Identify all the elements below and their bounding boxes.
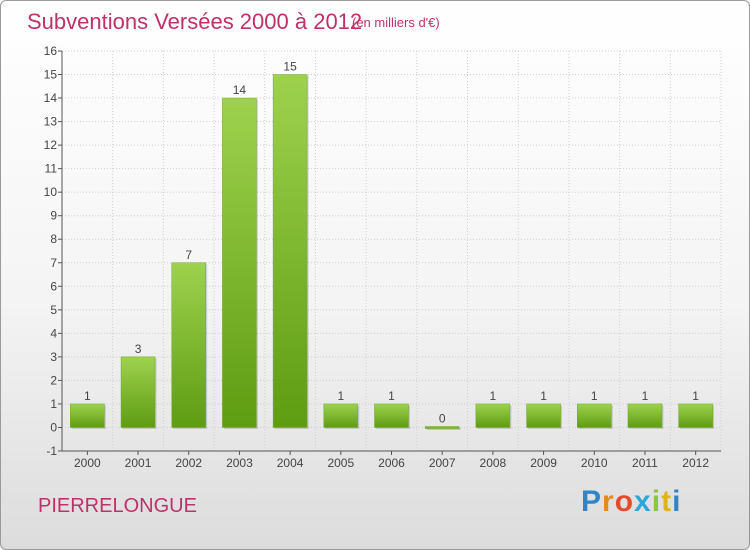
x-tick-label: 2009	[530, 456, 557, 470]
bar	[222, 97, 257, 428]
y-tick-label: 16	[44, 44, 58, 58]
bar	[627, 403, 663, 428]
y-tick-label: 0	[50, 420, 57, 434]
bar	[272, 74, 308, 428]
y-tick-label: 6	[50, 279, 57, 293]
bar-value-label: 3	[135, 342, 142, 356]
x-tick-label: 2008	[480, 456, 507, 470]
bar-value-label: 1	[642, 389, 649, 403]
x-tick-label: 2010	[581, 456, 608, 470]
bar	[678, 403, 713, 428]
logo-letter: i	[672, 485, 682, 518]
y-tick-label: -1	[46, 444, 57, 458]
x-tick-label: 2006	[378, 456, 405, 470]
bar	[171, 262, 206, 428]
bar	[577, 403, 612, 428]
bar-value-label: 7	[185, 248, 192, 262]
x-tick-label: 2012	[682, 456, 709, 470]
logo-letter: o	[614, 485, 635, 518]
y-tick-label: 1	[50, 397, 57, 411]
bar-value-label: 1	[84, 389, 91, 403]
y-tick-label: 11	[45, 162, 58, 176]
logo-letter: x	[634, 485, 652, 518]
y-tick-label: 5	[50, 303, 57, 317]
x-tick-label: 2003	[226, 456, 253, 470]
bar	[374, 403, 409, 428]
y-tick-label: 8	[50, 232, 57, 246]
logo-letter: t	[661, 485, 673, 518]
chart-title: Subventions Versées 2000 à 2012	[27, 9, 363, 34]
commune-name: PIERRELONGUE	[38, 495, 197, 517]
x-tick-label: 2007	[429, 456, 456, 470]
bar-value-label: 15	[283, 60, 297, 74]
y-tick-label: 3	[50, 350, 57, 364]
logo-letter: P	[581, 485, 603, 518]
logo-letter: r	[602, 485, 615, 518]
bar-value-label: 1	[692, 389, 699, 403]
bars-layer	[70, 74, 715, 430]
bar	[424, 426, 460, 429]
x-tick-label: 2004	[277, 456, 304, 470]
bar	[475, 403, 511, 428]
bar	[323, 403, 359, 428]
y-tick-label: 4	[50, 326, 57, 340]
x-tick-label: 2002	[175, 456, 202, 470]
x-tick-label: 2001	[125, 456, 152, 470]
unit-note: (en milliers d'€)	[352, 15, 440, 30]
x-tick-label: 2000	[74, 456, 101, 470]
bar-value-label: 1	[388, 389, 395, 403]
y-tick-label: 7	[50, 256, 57, 270]
y-tick-label: 10	[44, 185, 58, 199]
y-tick-label: 15	[44, 68, 58, 82]
logo-letter: i	[651, 485, 662, 518]
y-tick-label: 14	[44, 91, 58, 105]
bar-value-label: 1	[490, 389, 497, 403]
bar-value-label: 1	[337, 389, 344, 403]
x-tick-label: 2011	[632, 456, 658, 470]
bar	[120, 356, 156, 428]
labels-layer: 1 3 7 14 15 1 1 0 1 1 1 1 1	[84, 60, 699, 426]
x-tick-label: 2005	[327, 456, 354, 470]
y-tick-label: 9	[50, 209, 57, 223]
proxiti-logo: Proxiti	[581, 485, 681, 519]
bar-shadow	[426, 427, 461, 430]
bar-value-label: 1	[591, 389, 598, 403]
y-tick-label: 13	[44, 115, 58, 129]
y-tick-label: 2	[50, 373, 57, 387]
y-tick-label: 12	[44, 138, 58, 152]
bar	[70, 403, 105, 428]
bar-value-label: 1	[540, 389, 547, 403]
bar	[526, 403, 561, 428]
bar-value-label: 0	[439, 411, 446, 425]
bar-value-label: 14	[233, 83, 247, 97]
